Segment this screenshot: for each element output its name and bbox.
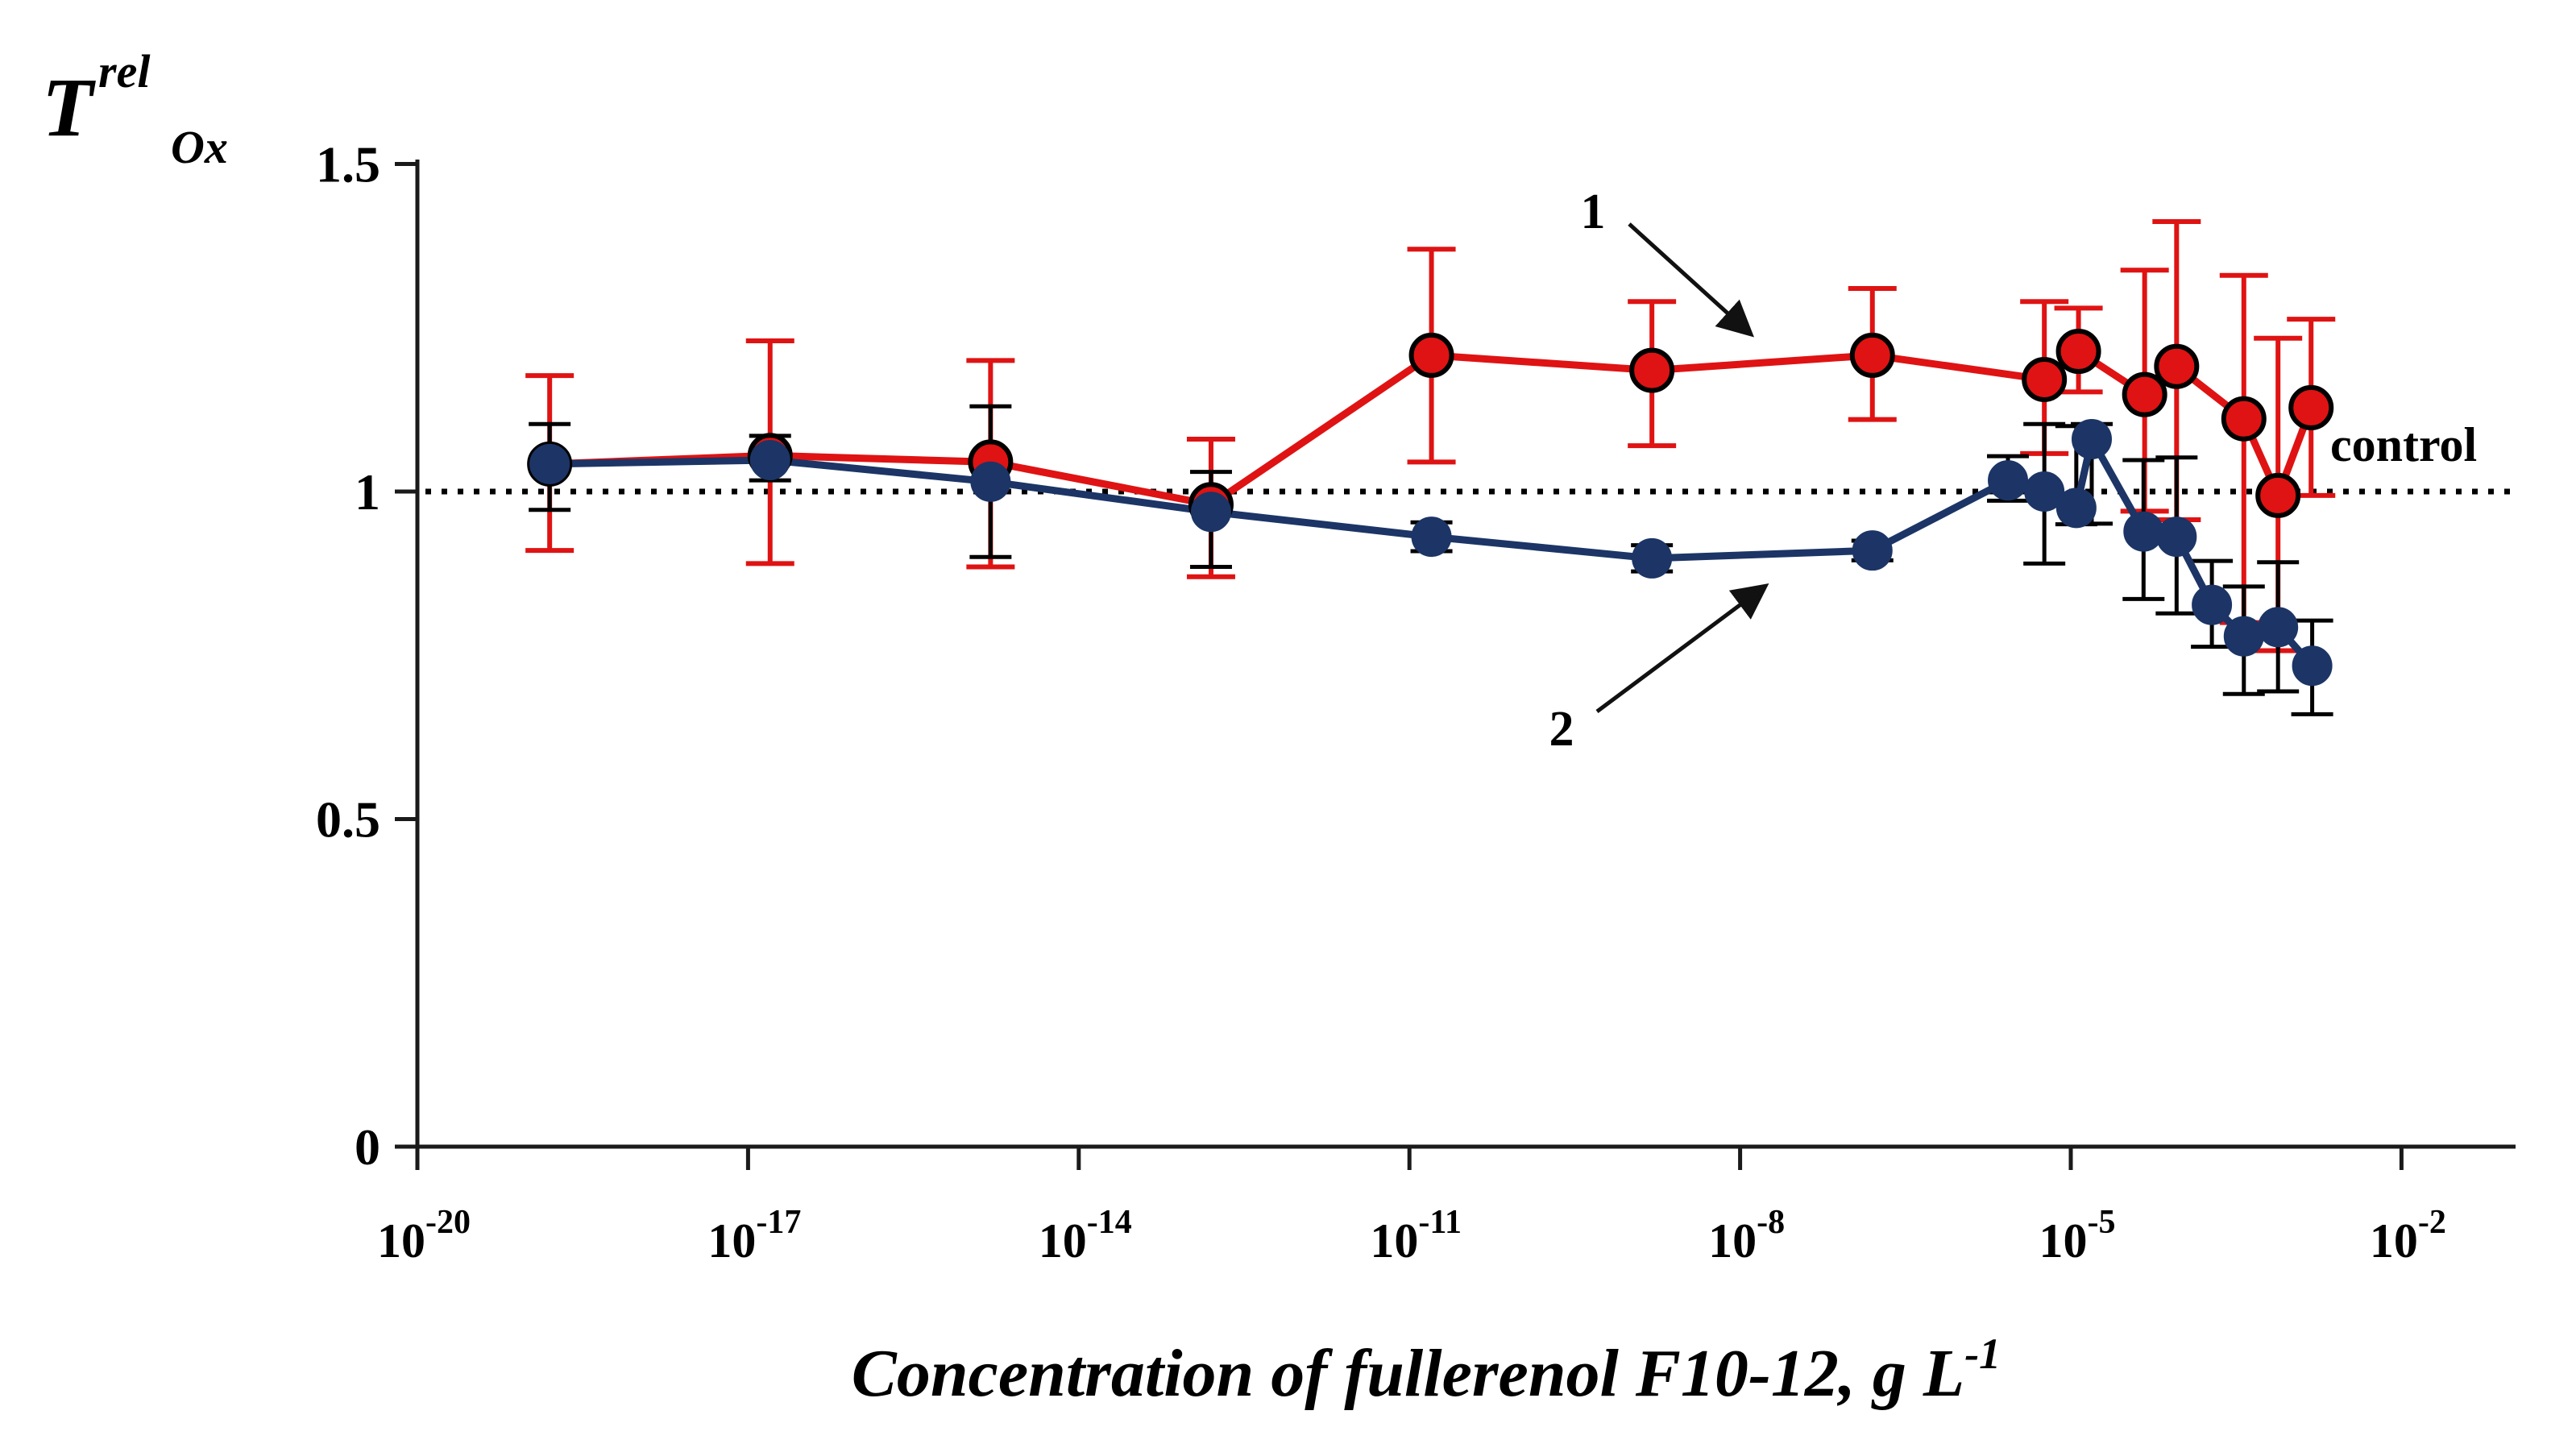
series-1-data-point: [1849, 332, 1895, 378]
series-2-data-point: [2258, 607, 2299, 648]
y-axis-title-sub: Ox: [171, 121, 228, 173]
series-2-data-point: [2156, 517, 2197, 558]
series-2-data-point: [1190, 492, 1231, 533]
series-2-data-point: [970, 461, 1011, 502]
series-1-data-point: [1629, 347, 1675, 393]
y-axis-title: T rel Ox: [42, 45, 228, 173]
y-tick-label: 1: [355, 463, 380, 521]
x-tick-label: 10-17: [707, 1204, 801, 1268]
series-1-data-point: [2255, 472, 2301, 518]
x-tick-label: 10-11: [1370, 1204, 1462, 1268]
series-2-data-point: [2055, 488, 2097, 529]
series-2-arrow: [1595, 583, 1769, 714]
annotations: 1 2: [1549, 185, 1769, 757]
series-2-data-point: [2192, 584, 2233, 625]
x-axis-title-main: Concentration of fullerenol F10-12, g L: [852, 1336, 1964, 1411]
series-1-arrow: [1628, 222, 1755, 338]
y-tick-label: 0: [355, 1118, 380, 1176]
series-1-data-point: [1408, 332, 1454, 378]
series-2-data-point: [1632, 537, 1673, 579]
series-2-data-point: [1988, 460, 2029, 501]
error-bars: [525, 219, 2336, 716]
series-2-data-point: [749, 439, 790, 480]
series-1-data-point: [2288, 384, 2334, 430]
x-axis-ticks: 10-20 10-17 10-14 10-11 10-8 10-5 10-2: [377, 1147, 2446, 1268]
control-label: control: [2330, 418, 2477, 471]
x-tick-label: 10-14: [1039, 1204, 1132, 1268]
x-axis-title: Concentration of fullerenol F10-12, g L-…: [852, 1330, 2001, 1411]
series-2-data-point: [2123, 511, 2164, 552]
x-tick-label: 10-5: [2039, 1204, 2116, 1268]
series-1-data-point: [2122, 371, 2167, 417]
x-tick-label: 10-8: [1708, 1204, 1785, 1268]
y-axis-title-main: T: [42, 61, 96, 154]
axes: [395, 160, 2516, 1149]
series-1-label: 1: [1581, 185, 1606, 239]
series-2-data-point: [1852, 530, 1893, 571]
series-2-label: 2: [1549, 702, 1574, 757]
series-1-data-point: [2022, 356, 2068, 402]
x-tick-label: 10-20: [377, 1204, 471, 1268]
y-tick-label: 1.5: [316, 136, 380, 193]
series-2-data-point: [529, 443, 570, 484]
series-markers: [527, 329, 2334, 687]
series-2-data-point: [2223, 616, 2264, 657]
x-axis-title-exp: -1: [1964, 1330, 2001, 1378]
y-tick-label: 0.5: [316, 791, 380, 848]
x-tick-label: 10-2: [2370, 1204, 2446, 1268]
series-1-data-point: [2055, 329, 2101, 375]
series-1-data-point: [2221, 396, 2267, 442]
y-axis-ticks: 1.5 1 0.5 0: [316, 136, 417, 1176]
series-2-data-point: [1411, 517, 1452, 558]
series-2-data-point: [2071, 418, 2112, 459]
series-2-data-point: [2292, 645, 2333, 687]
series-1-data-point: [2154, 343, 2200, 389]
series-2-data-point: [2024, 471, 2065, 512]
y-axis-title-sup: rel: [98, 45, 151, 98]
